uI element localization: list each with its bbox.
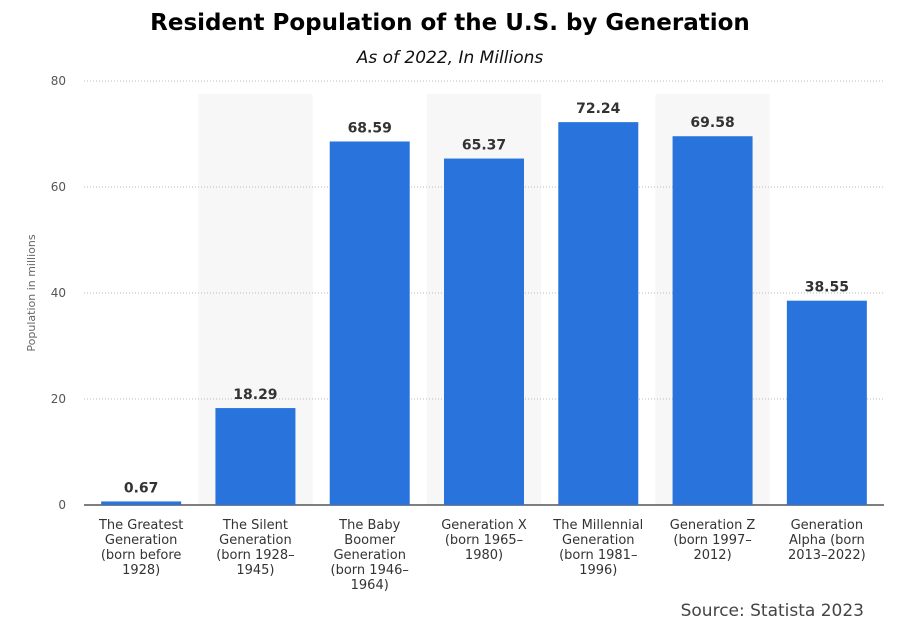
x-tick-label: The Millennial Generation (born 1981– 1996) — [552, 518, 643, 578]
y-tick-label: 60 — [51, 180, 66, 194]
data-label: 18.29 — [233, 387, 277, 403]
chart-subtitle: As of 2022, In Millions — [356, 48, 544, 68]
data-label: 68.59 — [348, 120, 392, 136]
x-tick-label: The Greatest Generation (born before 1928) — [98, 518, 183, 578]
y-tick-label: 0 — [58, 498, 66, 512]
data-label: 0.67 — [124, 480, 159, 496]
chart-title: Resident Population of the U.S. by Gener… — [150, 10, 750, 36]
y-axis-label: Population in millions — [25, 234, 38, 351]
bar — [329, 141, 410, 505]
bar — [215, 408, 296, 505]
bar — [786, 300, 867, 505]
data-label: 72.24 — [576, 101, 621, 117]
y-tick-label: 80 — [51, 74, 66, 88]
source-note: Source: Statista 2023 — [680, 601, 864, 621]
x-tick-label: The Baby Boomer Generation (born 1946– 1964) — [331, 518, 409, 593]
x-tick-label: Generation X (born 1965– 1980) — [441, 518, 527, 563]
data-label: 65.37 — [462, 138, 506, 154]
x-tick-label: The Silent Generation (born 1928– 1945) — [216, 518, 294, 578]
data-label: 38.55 — [805, 280, 849, 296]
y-tick-label: 40 — [51, 286, 66, 300]
bar — [444, 158, 524, 505]
bar — [672, 136, 753, 505]
x-tick-label: Generation Alpha (born 2013–2022) — [788, 518, 866, 563]
y-tick-label: 20 — [51, 392, 66, 406]
x-tick-label: Generation Z (born 1997– 2012) — [670, 518, 756, 563]
data-label: 69.58 — [690, 115, 734, 131]
bar — [101, 501, 182, 505]
bar — [558, 122, 639, 506]
